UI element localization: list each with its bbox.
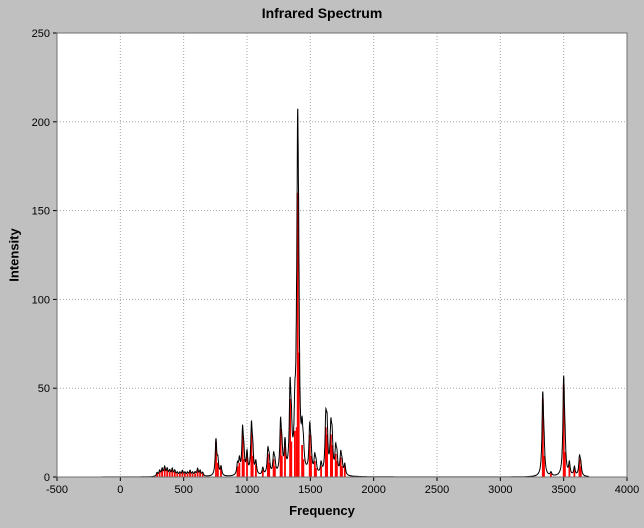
x-tick-label: 3000	[488, 484, 512, 496]
x-tick-label: 2500	[425, 484, 449, 496]
y-axis-label: Intensity	[6, 228, 22, 282]
x-tick-label: 4000	[615, 484, 639, 496]
x-tick-label: 1000	[235, 484, 259, 496]
plot-frame	[56, 32, 628, 478]
y-tick-label: 50	[38, 383, 50, 395]
y-tick-label: 100	[32, 294, 50, 306]
y-tick-label: 250	[32, 28, 50, 40]
chart-title: Infrared Spectrum	[261, 5, 383, 21]
x-tick-label: 500	[174, 484, 192, 496]
y-tick-label: 150	[32, 206, 50, 218]
plot-background	[57, 33, 627, 477]
y-tick-label: 200	[32, 117, 50, 129]
x-tick-label: 2000	[361, 484, 385, 496]
x-tick-label: -500	[46, 484, 68, 496]
x-tick-label: 3500	[551, 484, 575, 496]
y-tick-label: 0	[44, 472, 50, 484]
x-tick-label: 1500	[298, 484, 322, 496]
x-tick-label: 0	[117, 484, 123, 496]
x-axis-label: Frequency	[289, 503, 355, 518]
